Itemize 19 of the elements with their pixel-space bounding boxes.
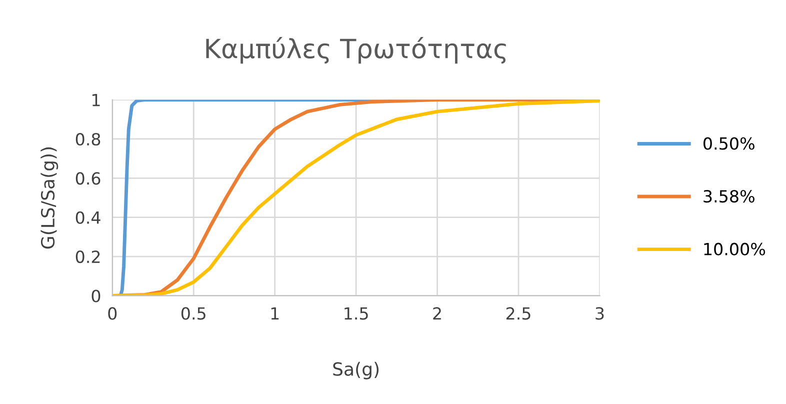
x-tick-label: 3 — [596, 307, 604, 320]
y-tick-label: 0.8 — [76, 132, 100, 146]
x-tick-label: 0.5 — [181, 307, 206, 320]
legend-label: 0.50% — [704, 137, 754, 150]
x-tick-label: 0 — [108, 307, 117, 320]
y-tick-label: 0.4 — [76, 211, 100, 224]
y-tick-label: 1 — [92, 94, 100, 106]
y-tick-label: 0 — [92, 290, 100, 302]
chart-title: Καμπύλες Τρωτότητας — [206, 37, 506, 64]
x-axis-title: Sa(g) — [333, 362, 379, 380]
y-tick-label: 0.6 — [76, 172, 100, 185]
y-axis-title: G(LS/Sa(g)) — [40, 147, 58, 249]
x-tick-label: 1.5 — [344, 307, 368, 320]
x-tick-label: 1 — [271, 307, 279, 320]
x-tick-label: 2 — [433, 307, 441, 320]
y-tick-label: 0.2 — [76, 250, 100, 264]
legend-label: 3.58% — [704, 190, 754, 203]
legend-label: 10.00% — [704, 242, 766, 256]
x-tick-label: 2.5 — [506, 307, 530, 320]
